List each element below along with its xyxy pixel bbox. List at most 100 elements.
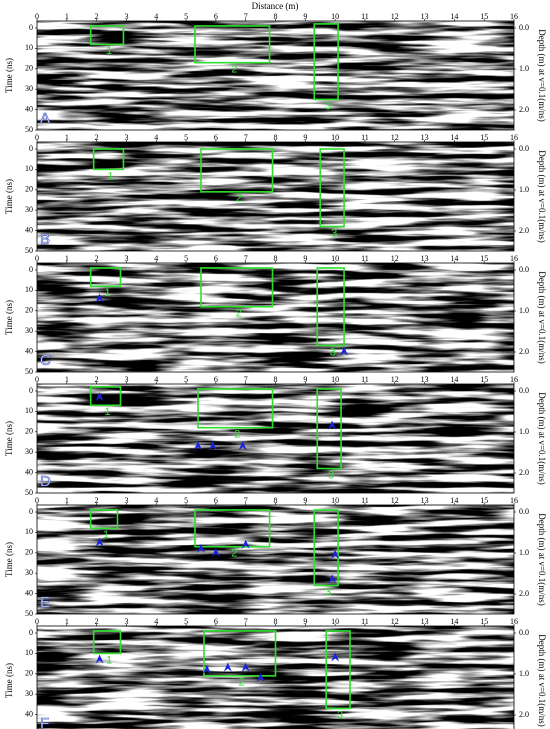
x-tick-label: 5 — [184, 617, 188, 626]
arrow — [95, 537, 104, 547]
x-tick-label: 14 — [450, 254, 458, 263]
x-tick-label: 9 — [303, 617, 307, 626]
anomaly-label: 1 — [105, 287, 111, 299]
y-axis-title: Time (ns) — [4, 58, 14, 93]
x-tick-label: 10 — [331, 617, 339, 626]
x-tick-label: 10 — [331, 375, 339, 384]
x-tick-label: 11 — [361, 375, 369, 384]
y-tick-label: 30 — [25, 326, 33, 335]
y-tick-label: 50 — [25, 125, 33, 134]
y2-tick-label: 2.0 — [519, 589, 529, 598]
arrow — [208, 441, 217, 451]
radargram — [37, 263, 514, 372]
anomaly-box — [200, 148, 274, 193]
anomaly-label: 2 — [239, 677, 245, 689]
x-tick-label: 7 — [244, 254, 248, 263]
x-tick-label: 14 — [450, 12, 458, 21]
arrow — [95, 392, 104, 402]
y-tick-label: 30 — [25, 689, 33, 698]
x-tick-label: 2 — [95, 12, 99, 21]
y-tick-label: 0 — [29, 23, 33, 32]
anomaly-label: 1 — [103, 529, 109, 541]
arrow — [196, 543, 205, 553]
y2-tick-label: 0.0 — [519, 386, 529, 395]
anomaly-box — [313, 23, 339, 101]
y2-tick-label: 0.0 — [519, 144, 529, 153]
x-tick-label: 8 — [274, 375, 278, 384]
y-tick-label: 30 — [25, 568, 33, 577]
anomaly-label: 3 — [337, 709, 343, 721]
y2-tick-label: 1.0 — [519, 548, 529, 557]
radargram — [37, 142, 514, 251]
anomaly-label: 3 — [328, 469, 334, 481]
x-tick-label: 7 — [244, 496, 248, 505]
x-tick-label: 5 — [184, 254, 188, 263]
radargram — [37, 505, 514, 614]
x-tick-label: 4 — [154, 375, 158, 384]
x-tick-label: 12 — [391, 254, 399, 263]
y2-tick-label: 1.0 — [519, 185, 529, 194]
y-tick-label: 10 — [25, 406, 33, 415]
x-tick-label: 16 — [510, 254, 518, 263]
x-tick-label: 13 — [421, 12, 429, 21]
x-tick-label: 11 — [361, 133, 369, 142]
y-tick-label: 30 — [25, 205, 33, 214]
anomaly-box — [319, 148, 345, 228]
y-tick-label: 40 — [25, 104, 33, 113]
y-tick-label: 10 — [25, 43, 33, 52]
anomaly-label: 1 — [106, 45, 112, 57]
x-tick-label: 11 — [361, 496, 369, 505]
y-tick-label: 0 — [29, 386, 33, 395]
anomaly-label: 3 — [325, 586, 331, 598]
arrow — [328, 420, 337, 430]
x-tick-label: 7 — [244, 375, 248, 384]
y-tick-label: 40 — [25, 346, 33, 355]
y-tick-label: 20 — [25, 669, 33, 678]
x-tick-label: 15 — [480, 12, 488, 21]
anomaly-label: 1 — [106, 654, 112, 666]
y2-axis-title: Depth (m) at v=0.1(m/ns) — [537, 271, 547, 364]
y-tick-label: 30 — [25, 84, 33, 93]
anomaly-box — [89, 386, 122, 407]
y2-tick-label: 1.0 — [519, 306, 529, 315]
arrow — [223, 662, 232, 672]
y2-tick-label: 2.0 — [519, 105, 529, 114]
arrow — [241, 539, 250, 549]
anomaly-box — [197, 388, 274, 429]
x-tick-label: 11 — [361, 254, 369, 263]
y2-tick-label: 0.0 — [519, 23, 529, 32]
x-tick-label: 12 — [391, 375, 399, 384]
y-tick-label: 40 — [25, 225, 33, 234]
arrow — [95, 293, 104, 303]
x-tick-label: 14 — [450, 617, 458, 626]
y2-axis-title: Depth (m) at v=0.1(m/ns) — [537, 150, 547, 243]
x-tick-label: 4 — [154, 254, 158, 263]
x-tick-label: 5 — [184, 496, 188, 505]
x-tick-label: 10 — [331, 133, 339, 142]
anomaly-box — [92, 148, 125, 171]
x-tick-label: 14 — [450, 496, 458, 505]
x-tick-label: 10 — [331, 496, 339, 505]
x-tick-label: 6 — [214, 12, 218, 21]
y-tick-label: 20 — [25, 548, 33, 557]
anomaly-box — [203, 630, 277, 677]
x-tick-label: 0 — [35, 375, 39, 384]
x-tick-label: 10 — [331, 12, 339, 21]
anomaly-box — [316, 388, 342, 470]
y2-tick-label: 1.0 — [519, 427, 529, 436]
x-tick-label: 13 — [421, 617, 429, 626]
x-tick-label: 16 — [510, 617, 518, 626]
anomaly-label: 3 — [331, 227, 337, 239]
x-tick-label: 9 — [303, 254, 307, 263]
x-tick-label: 5 — [184, 133, 188, 142]
anomaly-label: 2 — [236, 193, 242, 205]
x-tick-label: 9 — [303, 133, 307, 142]
y2-tick-label: 2.0 — [519, 468, 529, 477]
x-tick-label: 12 — [391, 12, 399, 21]
y-tick-label: 50 — [25, 488, 33, 497]
x-tick-label: 15 — [480, 496, 488, 505]
x-tick-label: 5 — [184, 12, 188, 21]
arrow — [238, 441, 247, 451]
anomaly-label: 1 — [107, 170, 113, 182]
